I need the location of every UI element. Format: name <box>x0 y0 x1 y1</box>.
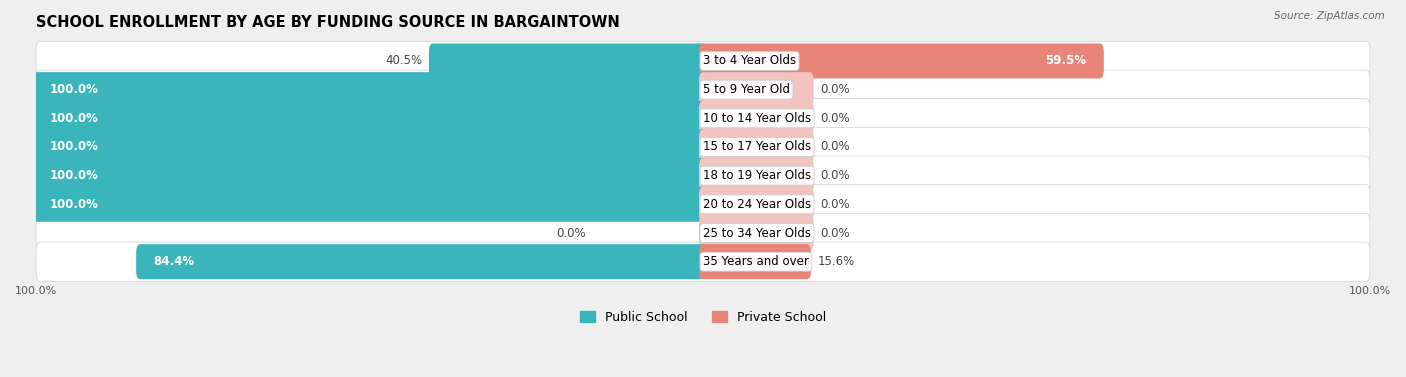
FancyBboxPatch shape <box>37 185 1369 224</box>
FancyBboxPatch shape <box>32 101 707 136</box>
FancyBboxPatch shape <box>37 99 1369 138</box>
FancyBboxPatch shape <box>429 43 707 78</box>
Text: 10 to 14 Year Olds: 10 to 14 Year Olds <box>703 112 811 125</box>
Text: 0.0%: 0.0% <box>820 198 851 211</box>
FancyBboxPatch shape <box>699 187 814 222</box>
Text: Source: ZipAtlas.com: Source: ZipAtlas.com <box>1274 11 1385 21</box>
FancyBboxPatch shape <box>32 129 707 164</box>
Text: 100.0%: 100.0% <box>49 83 98 96</box>
Text: 5 to 9 Year Old: 5 to 9 Year Old <box>703 83 790 96</box>
Text: 0.0%: 0.0% <box>820 141 851 153</box>
Text: 100.0%: 100.0% <box>49 198 98 211</box>
FancyBboxPatch shape <box>136 244 707 279</box>
FancyBboxPatch shape <box>699 72 814 107</box>
FancyBboxPatch shape <box>32 158 707 193</box>
Text: 0.0%: 0.0% <box>555 227 586 239</box>
Text: 84.4%: 84.4% <box>153 255 194 268</box>
Text: 0.0%: 0.0% <box>820 227 851 239</box>
FancyBboxPatch shape <box>699 43 1104 78</box>
FancyBboxPatch shape <box>37 41 1369 81</box>
FancyBboxPatch shape <box>699 101 814 136</box>
Text: 40.5%: 40.5% <box>385 54 422 67</box>
FancyBboxPatch shape <box>32 72 707 107</box>
FancyBboxPatch shape <box>32 187 707 222</box>
Text: 15.6%: 15.6% <box>818 255 855 268</box>
Text: 100.0%: 100.0% <box>49 141 98 153</box>
FancyBboxPatch shape <box>699 129 814 164</box>
Text: 35 Years and over: 35 Years and over <box>703 255 808 268</box>
Text: 0.0%: 0.0% <box>820 169 851 182</box>
FancyBboxPatch shape <box>37 242 1369 281</box>
Text: 0.0%: 0.0% <box>820 112 851 125</box>
FancyBboxPatch shape <box>699 216 814 250</box>
Text: SCHOOL ENROLLMENT BY AGE BY FUNDING SOURCE IN BARGAINTOWN: SCHOOL ENROLLMENT BY AGE BY FUNDING SOUR… <box>37 15 620 30</box>
Text: 100.0%: 100.0% <box>49 112 98 125</box>
Text: 18 to 19 Year Olds: 18 to 19 Year Olds <box>703 169 811 182</box>
FancyBboxPatch shape <box>37 127 1369 167</box>
FancyBboxPatch shape <box>37 70 1369 109</box>
Legend: Public School, Private School: Public School, Private School <box>575 305 831 328</box>
Text: 25 to 34 Year Olds: 25 to 34 Year Olds <box>703 227 811 239</box>
FancyBboxPatch shape <box>699 244 811 279</box>
FancyBboxPatch shape <box>37 156 1369 195</box>
Text: 20 to 24 Year Olds: 20 to 24 Year Olds <box>703 198 811 211</box>
Text: 3 to 4 Year Olds: 3 to 4 Year Olds <box>703 54 796 67</box>
Text: 15 to 17 Year Olds: 15 to 17 Year Olds <box>703 141 811 153</box>
FancyBboxPatch shape <box>699 158 814 193</box>
Text: 100.0%: 100.0% <box>49 169 98 182</box>
Text: 0.0%: 0.0% <box>820 83 851 96</box>
Text: 59.5%: 59.5% <box>1045 54 1087 67</box>
FancyBboxPatch shape <box>37 213 1369 253</box>
